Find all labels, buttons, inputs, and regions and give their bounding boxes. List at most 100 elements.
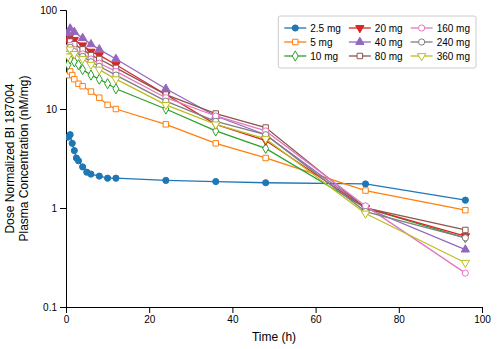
data-point xyxy=(361,211,369,218)
data-point xyxy=(163,122,168,127)
data-point xyxy=(461,260,469,267)
series-line xyxy=(68,135,465,200)
data-point xyxy=(462,270,468,276)
legend-label: 80 mg xyxy=(375,51,403,62)
series-line xyxy=(68,47,465,238)
legend-label: 2.5 mg xyxy=(310,23,341,34)
legend-marker xyxy=(357,53,362,58)
data-point xyxy=(113,175,119,181)
data-point xyxy=(78,57,86,64)
legend: 2.5 mg5 mg10 mg20 mg40 mg80 mg160 mg240 … xyxy=(278,16,476,68)
data-point xyxy=(88,89,93,94)
legend-label: 160 mg xyxy=(437,23,470,34)
series-markers xyxy=(66,44,468,241)
tick-mark xyxy=(60,307,66,308)
tick-mark xyxy=(399,307,400,313)
tick: 80 xyxy=(394,307,406,325)
tick: 0.1 xyxy=(43,302,66,313)
tick: 1 xyxy=(51,203,66,214)
legend-item: 5 mg xyxy=(284,37,332,48)
tick-label: 0 xyxy=(64,314,70,325)
data-point xyxy=(163,177,169,183)
data-point xyxy=(162,102,170,109)
legend-label: 20 mg xyxy=(375,23,403,34)
axis-domain xyxy=(60,11,67,308)
axis-domain xyxy=(67,308,483,314)
data-point xyxy=(95,67,103,74)
chart: 0 20 40 60 80 100 0.1 1 10 100 Time (h) Dose Normal… xyxy=(0,0,500,349)
legend-marker xyxy=(356,37,364,44)
data-point xyxy=(113,106,118,111)
tick: 100 xyxy=(40,5,66,16)
data-point xyxy=(212,111,220,118)
data-point xyxy=(362,181,368,187)
data-point xyxy=(66,54,72,61)
series-line xyxy=(68,45,465,273)
data-point xyxy=(71,148,77,154)
tick-label: 20 xyxy=(144,314,156,325)
legend-item: 2.5 mg xyxy=(284,23,341,34)
legend-item: 360 mg xyxy=(411,51,470,62)
data-point xyxy=(463,207,468,212)
tick: 100 xyxy=(474,307,491,325)
series-markers xyxy=(66,42,468,276)
legend-item: 20 mg xyxy=(349,23,403,34)
data-point xyxy=(75,158,81,164)
data-point xyxy=(363,188,368,193)
data-point xyxy=(105,79,111,89)
data-point xyxy=(78,33,86,40)
tick: 0 xyxy=(64,307,70,325)
tick-label: 100 xyxy=(40,5,57,16)
data-point xyxy=(97,95,102,100)
data-point xyxy=(88,70,94,80)
series-line xyxy=(68,71,465,210)
legend-item: 10 mg xyxy=(284,51,338,62)
data-point xyxy=(262,136,270,143)
data-point xyxy=(70,27,78,34)
legend-frame xyxy=(278,16,476,68)
data-point xyxy=(462,235,468,241)
tick-mark xyxy=(60,208,66,209)
tick: 20 xyxy=(144,307,156,325)
tick-label: 80 xyxy=(394,314,406,325)
tick-label: 40 xyxy=(227,314,239,325)
legend-label: 40 mg xyxy=(375,37,403,48)
tick-label: 100 xyxy=(474,314,491,325)
legend-label: 10 mg xyxy=(310,51,338,62)
series-line xyxy=(68,49,465,262)
data-point xyxy=(96,173,102,179)
y-axis-title-line: Plasma Concentration (nM/mg) xyxy=(17,75,31,241)
legend-marker xyxy=(293,39,298,44)
legend-marker xyxy=(419,39,425,45)
legend-marker xyxy=(417,54,425,61)
series-markers xyxy=(66,132,468,204)
tick-label: 1 xyxy=(51,203,57,214)
x-axis: 0 20 40 60 80 100 xyxy=(64,307,492,325)
legend-item: 40 mg xyxy=(349,37,403,48)
legend-label: 5 mg xyxy=(310,37,332,48)
data-point xyxy=(112,77,120,84)
tick-label: 0.1 xyxy=(43,302,57,313)
y-axis-title-line: Dose Normalized BI 187004 xyxy=(3,83,17,233)
data-point xyxy=(67,132,73,138)
data-point xyxy=(87,62,95,69)
legend-label: 360 mg xyxy=(437,51,470,62)
legend-marker xyxy=(356,26,364,33)
data-point xyxy=(80,65,86,75)
data-point xyxy=(461,245,469,252)
legend-item: 160 mg xyxy=(411,23,470,34)
legend-marker xyxy=(292,25,298,31)
data-point xyxy=(113,84,119,94)
legend-marker xyxy=(419,25,425,31)
tick-mark xyxy=(60,109,66,110)
tick: 10 xyxy=(46,104,66,115)
tick-label: 60 xyxy=(311,314,323,325)
x-axis-title: Time (h) xyxy=(252,330,296,344)
series-markers xyxy=(66,69,468,213)
data-point xyxy=(263,180,269,186)
data-point xyxy=(462,197,468,203)
data-point xyxy=(105,175,111,181)
data-point xyxy=(162,84,170,91)
data-point xyxy=(213,178,219,184)
data-point xyxy=(87,40,95,47)
